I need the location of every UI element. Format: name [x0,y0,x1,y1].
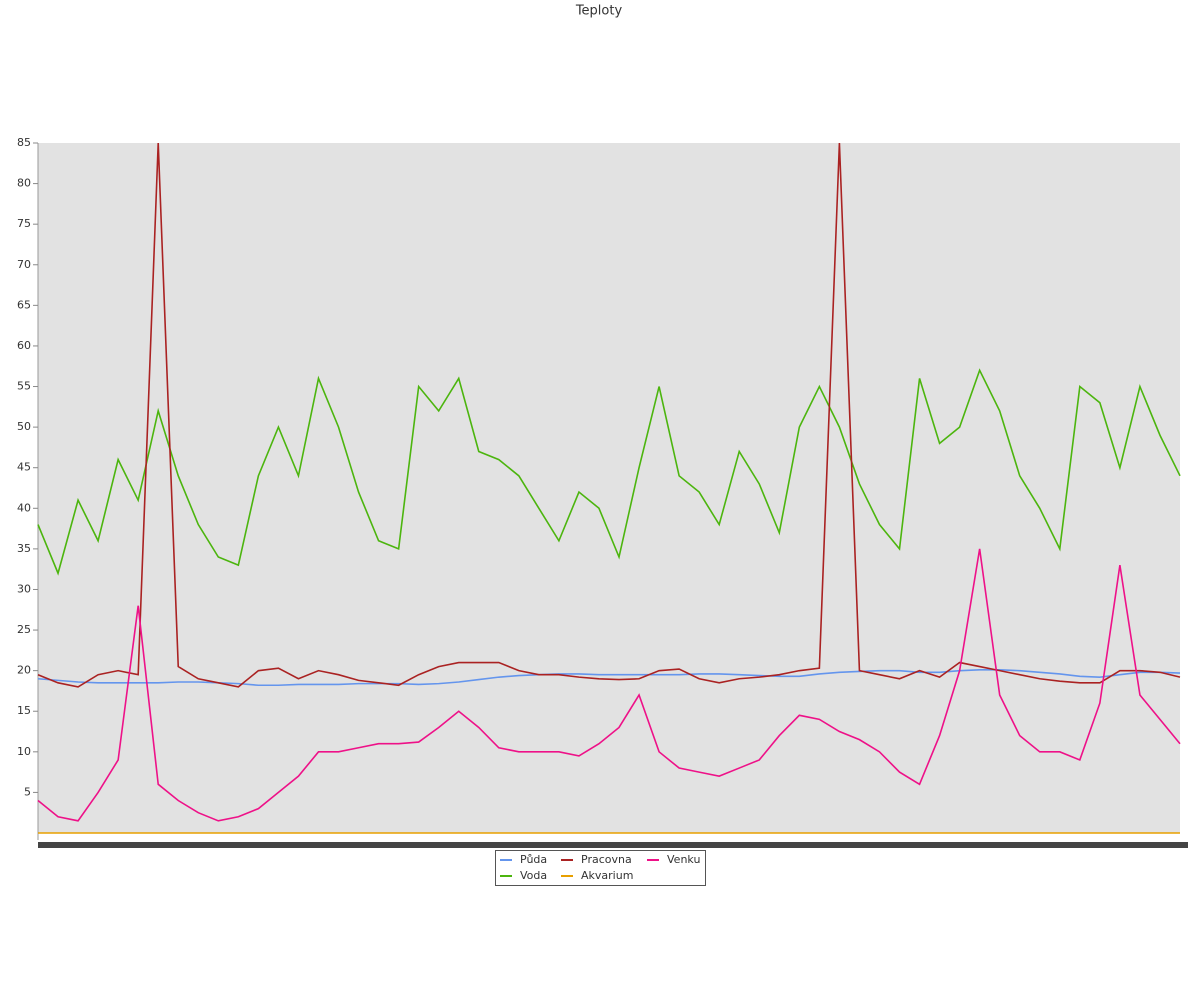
y-tick-label: 25 [17,623,31,636]
y-tick-label: 45 [17,461,31,474]
y-tick-label: 85 [17,136,31,149]
y-tick-label: 5 [24,785,31,798]
y-tick-label: 35 [17,542,31,555]
series-line [37,368,1181,576]
series-line [37,669,1181,687]
chart-title: Teploty [575,4,623,19]
y-tick-label: 70 [17,258,31,271]
y-tick-label: 65 [17,298,31,311]
y-tick-label: 75 [17,217,31,230]
y-tick-label: 50 [17,420,31,433]
y-tick-label: 80 [17,177,31,190]
legend-label: Pracovna [581,853,632,866]
x-tick-labels-band [38,842,1188,848]
y-tick-label: 20 [17,664,31,677]
legend-label: Půda [520,853,547,866]
legend [495,850,706,886]
y-tick-label: 40 [17,501,31,514]
legend-label: Akvarium [581,869,633,882]
y-tick-label: 10 [17,745,31,758]
legend-label: Venku [667,853,700,866]
legend-label: Voda [520,869,547,882]
series-line [37,548,1181,822]
y-tick-label: 55 [17,380,31,393]
y-tick-label: 15 [17,704,31,717]
series-line [37,142,1181,688]
y-tick-label: 60 [17,339,31,352]
y-tick-label: 30 [17,582,31,595]
plot-area [38,143,1180,833]
